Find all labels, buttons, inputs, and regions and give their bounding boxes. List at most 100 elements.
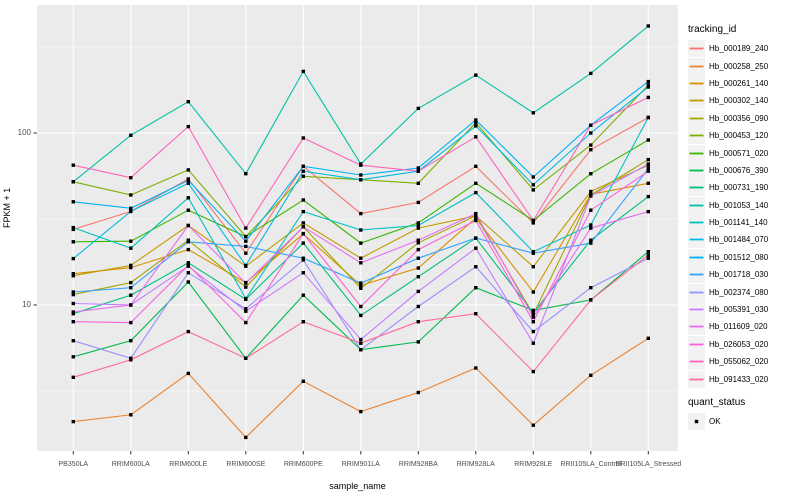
- data-point: [416, 221, 420, 225]
- data-point: [589, 286, 593, 290]
- legend-entry: Hb_000258_250: [688, 57, 798, 75]
- data-point: [129, 280, 133, 285]
- data-point: [416, 320, 420, 324]
- data-point: [244, 251, 248, 255]
- data-point: [416, 169, 420, 173]
- data-point: [416, 247, 420, 252]
- data-point: [474, 246, 478, 250]
- legend-entry-label: Hb_001053_140: [709, 200, 769, 210]
- data-point: [186, 178, 190, 183]
- data-point: [531, 290, 535, 294]
- data-point: [589, 241, 593, 245]
- data-point: [244, 320, 248, 325]
- legend-key-line-icon: [688, 57, 705, 75]
- data-point: [186, 329, 190, 334]
- data-point: [244, 281, 248, 285]
- legend-entry-ok: OK: [688, 413, 798, 430]
- data-point: [474, 286, 478, 290]
- data-point: [474, 236, 478, 240]
- data-point: [531, 341, 535, 345]
- data-point: [301, 258, 305, 262]
- data-point: [531, 315, 535, 319]
- legend-entry: Hb_055062_020: [688, 353, 798, 371]
- data-point: [186, 124, 190, 129]
- legend-key-line-icon: [688, 248, 705, 266]
- data-point: [531, 265, 535, 269]
- legend-key-line-icon: [688, 318, 705, 336]
- data-point: [71, 310, 75, 314]
- x-tick-label: RRII105LA_Control: [560, 461, 622, 468]
- x-tick-label: RRII105LA_Stressed: [615, 461, 682, 468]
- legend-entry: Hb_026053_020: [688, 335, 798, 353]
- legend-title: tracking_id: [688, 24, 737, 35]
- data-point: [186, 261, 190, 265]
- data-point: [359, 286, 363, 290]
- data-point: [646, 250, 650, 254]
- legend-key-line-icon: [688, 266, 705, 284]
- data-point: [474, 265, 478, 269]
- legend-entry-label: Hb_001718_030: [709, 270, 769, 280]
- legend-entry: Hb_001512_080: [688, 248, 798, 266]
- x-tick-label: RRIM600LA: [111, 461, 150, 468]
- data-point: [416, 181, 420, 185]
- data-point: [589, 194, 593, 198]
- legend-entry: Hb_000261_140: [688, 74, 798, 92]
- data-point: [474, 312, 478, 316]
- data-point: [71, 240, 75, 244]
- data-point: [416, 223, 420, 228]
- data-point: [301, 271, 305, 275]
- data-point: [416, 200, 420, 205]
- data-point: [301, 174, 305, 178]
- data-point: [589, 298, 593, 302]
- data-point: [71, 355, 75, 359]
- data-point: [71, 292, 75, 297]
- data-point: [359, 261, 363, 265]
- legend-key-line-icon: [688, 179, 705, 197]
- quant-status-legend: quant_status OK: [688, 397, 798, 430]
- legend-entry-label: Hb_000453_120: [709, 131, 769, 141]
- y-axis-title: FPKM + 1: [2, 187, 12, 228]
- data-point: [531, 369, 535, 374]
- legend-entry: Hb_002374_080: [688, 283, 798, 301]
- legend-key-line-icon: [688, 196, 705, 214]
- data-point: [71, 256, 75, 261]
- data-point: [359, 313, 363, 318]
- data-point: [416, 390, 420, 395]
- data-point: [301, 69, 305, 74]
- legend-entry: Hb_000731_190: [688, 179, 798, 197]
- data-point: [129, 239, 133, 243]
- data-point: [301, 379, 305, 383]
- data-point: [416, 226, 420, 230]
- legend-entry-label: Hb_055062_020: [709, 357, 769, 367]
- data-point: [531, 188, 535, 192]
- data-point: [186, 271, 190, 275]
- legend-entry-label: Hb_001512_080: [709, 252, 769, 262]
- data-point: [589, 123, 593, 127]
- data-point: [359, 228, 363, 232]
- data-point: [646, 24, 650, 28]
- data-point: [186, 168, 190, 172]
- data-point: [301, 136, 305, 140]
- data-point: [416, 266, 420, 270]
- data-point: [244, 226, 248, 230]
- data-point: [359, 241, 363, 245]
- data-point: [129, 133, 133, 137]
- legend-entry-label: Hb_000261_140: [709, 78, 769, 88]
- data-point: [129, 209, 133, 214]
- x-tick-label: RRIM928LE: [514, 461, 553, 468]
- data-point: [359, 163, 363, 167]
- data-point: [589, 148, 593, 152]
- data-point: [646, 181, 650, 185]
- data-point: [646, 169, 650, 173]
- quant-ok-label: OK: [709, 417, 721, 426]
- data-point: [129, 206, 133, 210]
- data-point: [646, 138, 650, 142]
- legend-entry-label: Hb_091433_020: [709, 374, 769, 384]
- x-tick-label: RRIM928LA: [456, 461, 495, 468]
- data-point: [646, 167, 650, 171]
- data-point: [186, 240, 190, 244]
- data-point: [71, 272, 75, 276]
- data-point: [244, 263, 248, 268]
- data-point: [474, 181, 478, 185]
